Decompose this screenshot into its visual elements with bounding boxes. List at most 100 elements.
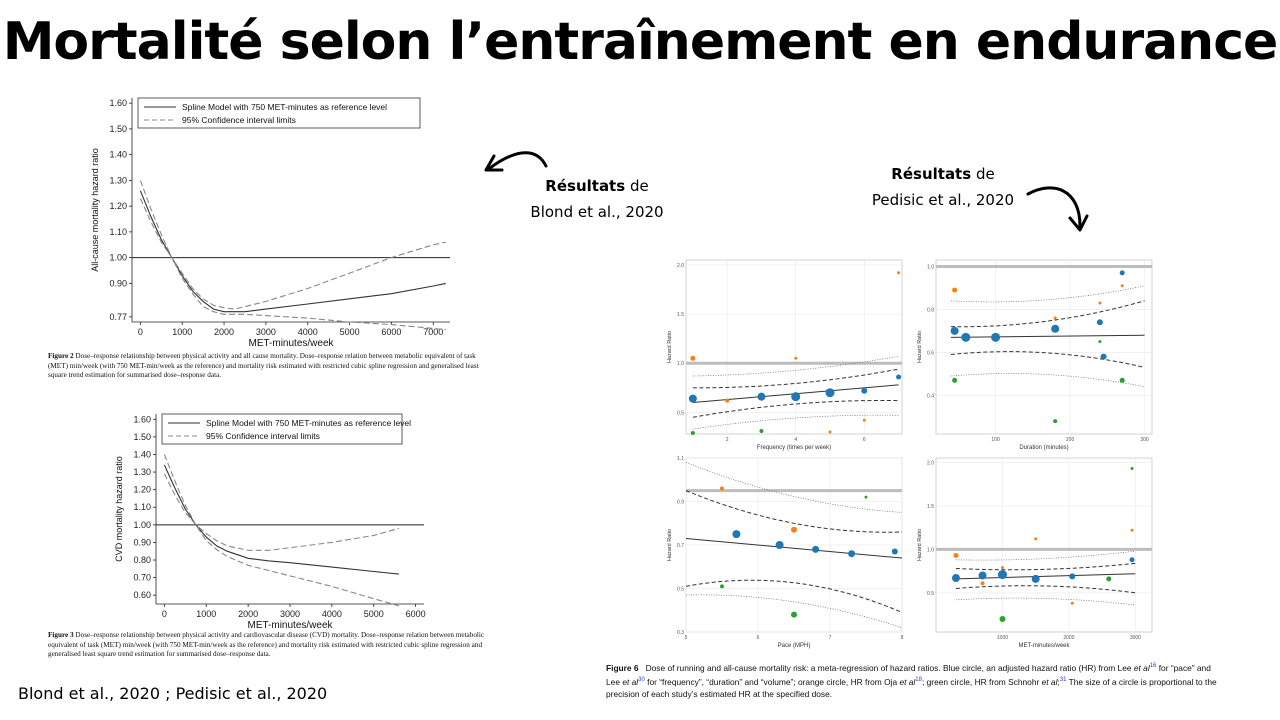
data-point-green	[791, 611, 797, 618]
y-axis-label: All-cause mortality hazard ratio	[90, 148, 100, 272]
data-point-orange	[862, 418, 866, 422]
y-tick-label: 1.40	[133, 449, 151, 459]
data-point-green	[999, 615, 1006, 622]
data-point-blue	[1096, 319, 1103, 326]
fig6-etal: et al	[1041, 676, 1058, 687]
fig2-caption: Figure 2 Dose–response relationship betw…	[48, 352, 490, 381]
y-tick-label: 1.00	[133, 520, 151, 530]
y-tick-label: 1.40	[109, 150, 127, 160]
fig6-caption-c: for “frequency”, “duration” and “volume”…	[644, 676, 900, 687]
data-point-orange	[1070, 601, 1074, 605]
y-tick-label: 1.5	[927, 504, 934, 510]
note-pedisic: Résultats de Pedisic et al., 2020	[848, 161, 1038, 213]
confidence-interval-upper	[685, 490, 903, 533]
data-point-orange	[953, 552, 959, 558]
y-tick-label: 0.90	[109, 278, 127, 288]
prediction-interval-lower	[955, 597, 1136, 606]
data-point-blue	[775, 541, 784, 549]
y-tick-label: 1.30	[133, 467, 151, 477]
x-tick-label: 1000	[196, 609, 216, 619]
y-tick-label: 1.50	[133, 432, 151, 442]
note-blond-citation: Blond et al., 2020	[530, 203, 664, 221]
data-point-green	[1119, 377, 1125, 383]
fig6-ref1[interactable]: 16	[1149, 663, 1157, 669]
fig6-caption: Figure 6 Dose of running and all-cause m…	[606, 662, 1217, 699]
y-tick-label: 0.60	[133, 590, 151, 600]
x-tick-label: 5	[685, 635, 688, 641]
legend-box	[137, 97, 421, 129]
regression-line	[950, 334, 1145, 338]
x-tick-label: 2000	[214, 327, 234, 337]
fig2-caption-label: Figure 2	[48, 352, 74, 360]
regression-line	[685, 537, 903, 559]
x-axis-label: Pace (MPH)	[778, 643, 811, 649]
confidence-limit-line	[163, 454, 400, 551]
y-tick-label: 1.1	[677, 456, 684, 462]
y-tick-label: 0.5	[927, 591, 934, 597]
prediction-interval-lower	[692, 414, 899, 430]
data-point-blue	[991, 332, 1001, 342]
x-axis-label: Duration (minutes)	[1019, 445, 1068, 451]
x-tick-label: 2	[726, 437, 729, 443]
data-point-blue	[1051, 324, 1060, 333]
data-point-blue	[891, 548, 898, 555]
y-tick-label: 1.5	[677, 312, 684, 318]
fig6-etal: et al	[622, 676, 639, 687]
data-point-green	[1106, 576, 1112, 582]
note-pedisic-bold: Résultats	[891, 165, 972, 183]
fig6-caption-d: ; green circle, HR from Schnohr	[921, 676, 1042, 687]
x-tick-label: 1000	[997, 635, 1008, 641]
fig3-caption-label: Figure 3	[48, 631, 74, 639]
y-tick-label: 1.0	[927, 547, 934, 553]
data-point-green	[1053, 419, 1058, 424]
x-tick-label: 3000	[1130, 635, 1141, 641]
slide-footer-citation: Blond et al., 2020 ; Pedisic et al., 202…	[18, 684, 328, 703]
fig2-caption-text: Dose–response relationship between physi…	[48, 352, 479, 379]
y-tick-label: 0.6	[927, 350, 934, 356]
data-point-orange	[1000, 566, 1004, 570]
y-tick-label: 0.4	[927, 393, 934, 399]
data-point-blue	[825, 388, 835, 398]
prediction-interval-upper	[950, 285, 1145, 303]
data-point-blue	[896, 374, 902, 380]
data-point-blue	[950, 326, 959, 335]
fig6-caption-b: for “pace” and Lee	[606, 662, 1211, 687]
data-point-blue	[1129, 557, 1135, 563]
fig6-etal: et al	[899, 676, 916, 687]
x-tick-label: 5000	[364, 609, 384, 619]
data-point-orange	[720, 486, 724, 491]
data-point-blue	[791, 392, 801, 402]
data-point-orange	[897, 271, 901, 275]
fig6-ref2[interactable]: 30	[638, 676, 645, 683]
fig6-ref4[interactable]: 31	[1059, 676, 1067, 683]
x-tick-label: 200	[1066, 437, 1075, 443]
y-tick-label: 2.0	[677, 263, 684, 269]
x-axis-label: MET-minutes/week	[247, 620, 333, 630]
x-tick-label: 3000	[256, 327, 276, 337]
y-tick-label: 0.5	[677, 587, 684, 593]
fig6-ref3[interactable]: 18	[915, 676, 922, 683]
confidence-interval-lower	[955, 585, 1136, 594]
y-axis-label: CVD mortality hazard ratio	[114, 456, 124, 562]
data-point-blue	[861, 387, 868, 394]
confidence-limit-line	[139, 198, 446, 331]
y-tick-label: 0.9	[677, 500, 684, 506]
y-tick-label: 0.77	[109, 312, 127, 322]
x-tick-label: 3000	[280, 609, 300, 619]
data-point-orange	[1053, 316, 1057, 320]
x-tick-label: 300	[1140, 437, 1149, 443]
fig6-etal: et al	[1133, 662, 1150, 673]
note-blond-bold: Résultats	[545, 177, 626, 195]
data-point-blue	[688, 394, 697, 403]
y-axis-label: Hazard Ratio	[917, 529, 923, 561]
y-tick-label: 0.70	[133, 573, 151, 583]
x-axis-label: MET-minutes/week	[248, 338, 334, 349]
note-blond-rest: de	[625, 177, 649, 195]
x-tick-label: 100	[991, 437, 1000, 443]
data-point-green	[1130, 466, 1134, 470]
x-tick-label: 2000	[1063, 635, 1074, 641]
fig6-caption-label: Figure 6	[606, 662, 639, 673]
y-tick-label: 1.10	[133, 502, 151, 512]
y-tick-label: 1.20	[133, 485, 151, 495]
y-tick-label: 1.30	[109, 175, 127, 185]
